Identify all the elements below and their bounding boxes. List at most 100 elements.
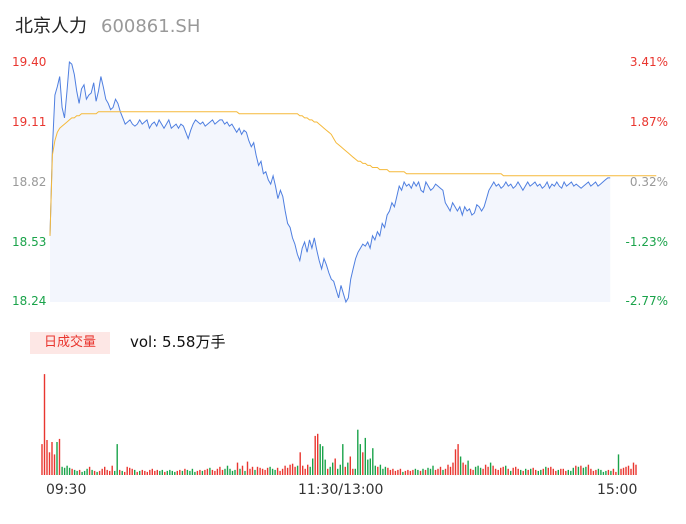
volume-bar	[241, 465, 244, 475]
volume-bar	[256, 466, 259, 475]
volume-bar	[457, 444, 459, 475]
volume-bar	[595, 469, 597, 475]
volume-bar	[437, 468, 439, 475]
volume-bar	[73, 469, 76, 475]
volume-bar	[78, 469, 81, 475]
volume-bar	[500, 467, 502, 475]
volume-bar	[607, 469, 610, 475]
volume-bar	[146, 471, 148, 475]
volume-bar	[322, 446, 324, 475]
volume-bar	[259, 467, 261, 475]
volume-bar	[211, 469, 214, 475]
volume-bar	[124, 471, 126, 475]
volume-bar	[344, 466, 346, 475]
volume-bar	[575, 465, 577, 475]
volume-bar	[359, 444, 361, 475]
volume-bar	[555, 470, 557, 475]
volume-bar	[630, 468, 632, 475]
volume-bar	[502, 466, 504, 475]
volume-bar	[111, 465, 113, 475]
volume-bar	[229, 468, 231, 475]
volume-bar	[61, 466, 63, 475]
volume-bar	[570, 470, 572, 475]
volume-bar	[221, 469, 224, 475]
volume-bar	[51, 442, 53, 475]
volume-bar	[404, 470, 407, 475]
volume-bar	[342, 444, 344, 475]
volume-bar	[302, 465, 304, 475]
volume-bar	[114, 470, 116, 475]
volume-bar	[417, 469, 419, 475]
stock-name: 北京人力	[15, 16, 87, 37]
volume-bar	[339, 464, 341, 475]
volume-bar	[324, 459, 326, 475]
volume-bar	[492, 465, 494, 475]
volume-bar	[171, 470, 173, 475]
volume-bar	[281, 468, 284, 475]
volume-bar	[379, 464, 382, 475]
volume-bar	[83, 470, 86, 475]
volume-bar	[199, 469, 201, 475]
volume-bar	[209, 467, 211, 475]
volume-bar	[176, 470, 178, 475]
volume-bar	[332, 462, 334, 475]
volume-bar	[129, 467, 131, 475]
price-area	[50, 62, 611, 302]
volume-bar	[93, 470, 96, 475]
volume-bar	[96, 471, 98, 475]
volume-bar	[81, 471, 83, 475]
volume-bar	[484, 464, 487, 475]
volume-bar	[447, 464, 449, 475]
volume-bar	[261, 468, 264, 475]
volume-bar	[251, 466, 254, 475]
volume-bar	[482, 468, 484, 475]
volume-bar	[432, 465, 434, 475]
volume-bar	[550, 466, 552, 475]
volume-bar	[149, 469, 151, 475]
volume-bar	[535, 469, 537, 475]
volume-bar	[627, 465, 630, 475]
volume-bar	[467, 460, 469, 475]
volume-bar	[414, 468, 417, 475]
volume-bar	[469, 468, 472, 475]
volume-bar	[161, 469, 163, 475]
volume-bar	[66, 465, 68, 475]
volume-bar	[154, 470, 156, 475]
volume-bar	[239, 468, 241, 475]
volume-bar	[126, 466, 128, 475]
time-tick: 11:30/13:00	[298, 482, 384, 498]
volume-readout: vol: 5.58万手	[130, 333, 226, 351]
volume-bar	[299, 452, 301, 475]
price-panel	[49, 60, 657, 304]
volume-bar	[540, 469, 542, 475]
volume-bar	[532, 467, 534, 475]
volume-bar	[166, 470, 168, 475]
volume-bar	[88, 466, 91, 475]
volume-bar	[489, 462, 492, 475]
volume-bar	[517, 468, 519, 475]
volume-bar	[206, 468, 209, 475]
volume-bar	[181, 470, 184, 475]
volume-bar	[334, 458, 336, 475]
volume-bar	[520, 469, 522, 475]
volume-bar	[347, 462, 349, 475]
volume-bar	[474, 466, 477, 475]
volume-bar	[357, 429, 359, 475]
volume-bar	[615, 471, 617, 475]
percent-tick-right: -1.23%	[625, 235, 668, 249]
volume-bar	[442, 469, 444, 475]
volume-bar	[369, 458, 371, 475]
volume-bar	[41, 444, 43, 475]
volume-bar	[397, 469, 399, 475]
volume-bar	[612, 468, 615, 475]
volume-bar	[622, 467, 625, 475]
volume-bar	[392, 468, 394, 475]
volume-bar	[412, 469, 414, 475]
volume-bar	[236, 462, 239, 475]
volume-bar	[632, 462, 635, 475]
percent-tick-right: 0.32%	[629, 175, 668, 189]
volume-bar	[419, 470, 422, 475]
volume-bar	[427, 467, 429, 475]
volume-bar	[249, 468, 251, 475]
